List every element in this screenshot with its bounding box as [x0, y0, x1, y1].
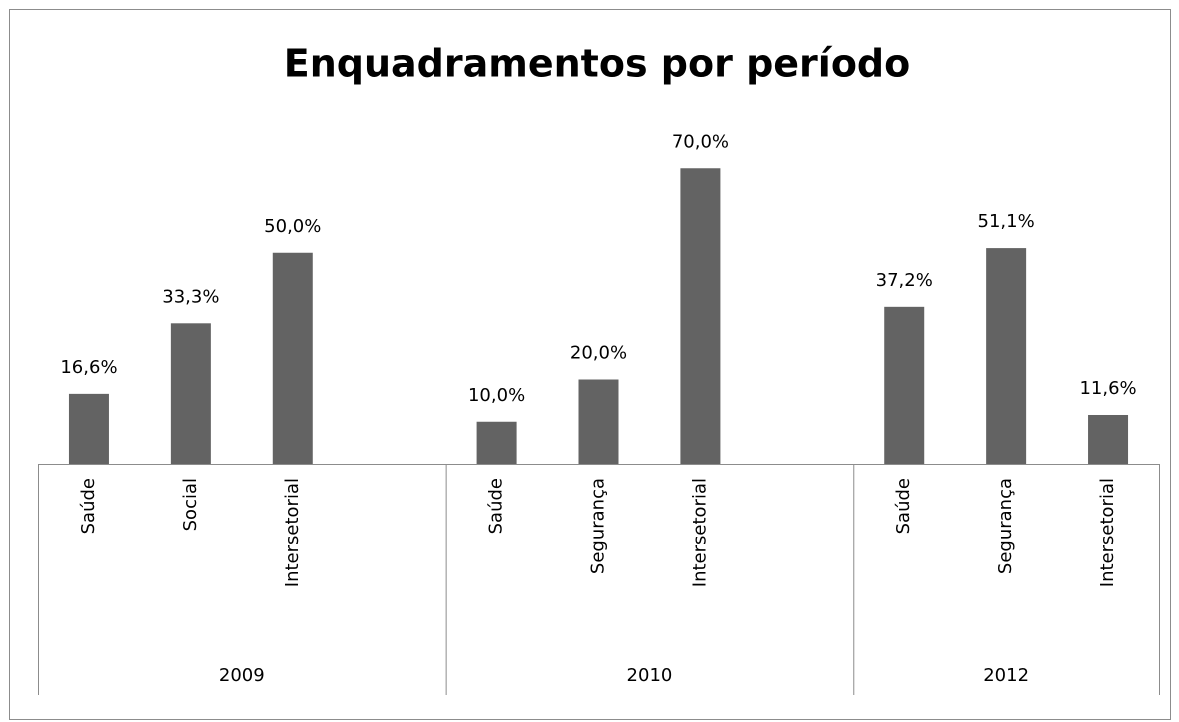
x-tick-label: Intersetorial	[1097, 478, 1118, 587]
data-label: 20,0%	[570, 343, 627, 364]
group-label: 2010	[627, 665, 673, 686]
bar	[272, 252, 313, 464]
x-tick-label: Saúde	[893, 478, 914, 534]
bar	[986, 248, 1027, 464]
data-label: 16,6%	[60, 357, 117, 378]
data-label: 51,1%	[978, 211, 1035, 232]
x-tick-label: Segurança	[995, 478, 1016, 574]
group-label: 2012	[983, 665, 1029, 686]
x-tick-label: Intersetorial	[689, 478, 710, 587]
bar	[884, 306, 925, 464]
data-label: 50,0%	[264, 216, 321, 237]
data-label: 11,6%	[1079, 378, 1136, 399]
bar	[1088, 414, 1129, 464]
bar	[170, 323, 211, 464]
x-tick-label: Saúde	[78, 478, 99, 534]
bar	[68, 393, 109, 464]
data-label: 70,0%	[672, 131, 729, 152]
x-tick-label: Intersetorial	[282, 478, 303, 587]
data-label: 10,0%	[468, 385, 525, 406]
bar	[578, 379, 619, 464]
x-tick-label: Saúde	[486, 478, 507, 534]
chart-title: Enquadramentos por período	[284, 42, 910, 86]
bar	[680, 168, 721, 464]
bar	[476, 421, 517, 464]
data-label: 37,2%	[876, 270, 933, 291]
group-label: 2009	[219, 665, 265, 686]
data-label: 33,3%	[162, 286, 219, 307]
x-tick-label: Segurança	[588, 478, 609, 574]
x-tick-label: Social	[180, 478, 201, 531]
